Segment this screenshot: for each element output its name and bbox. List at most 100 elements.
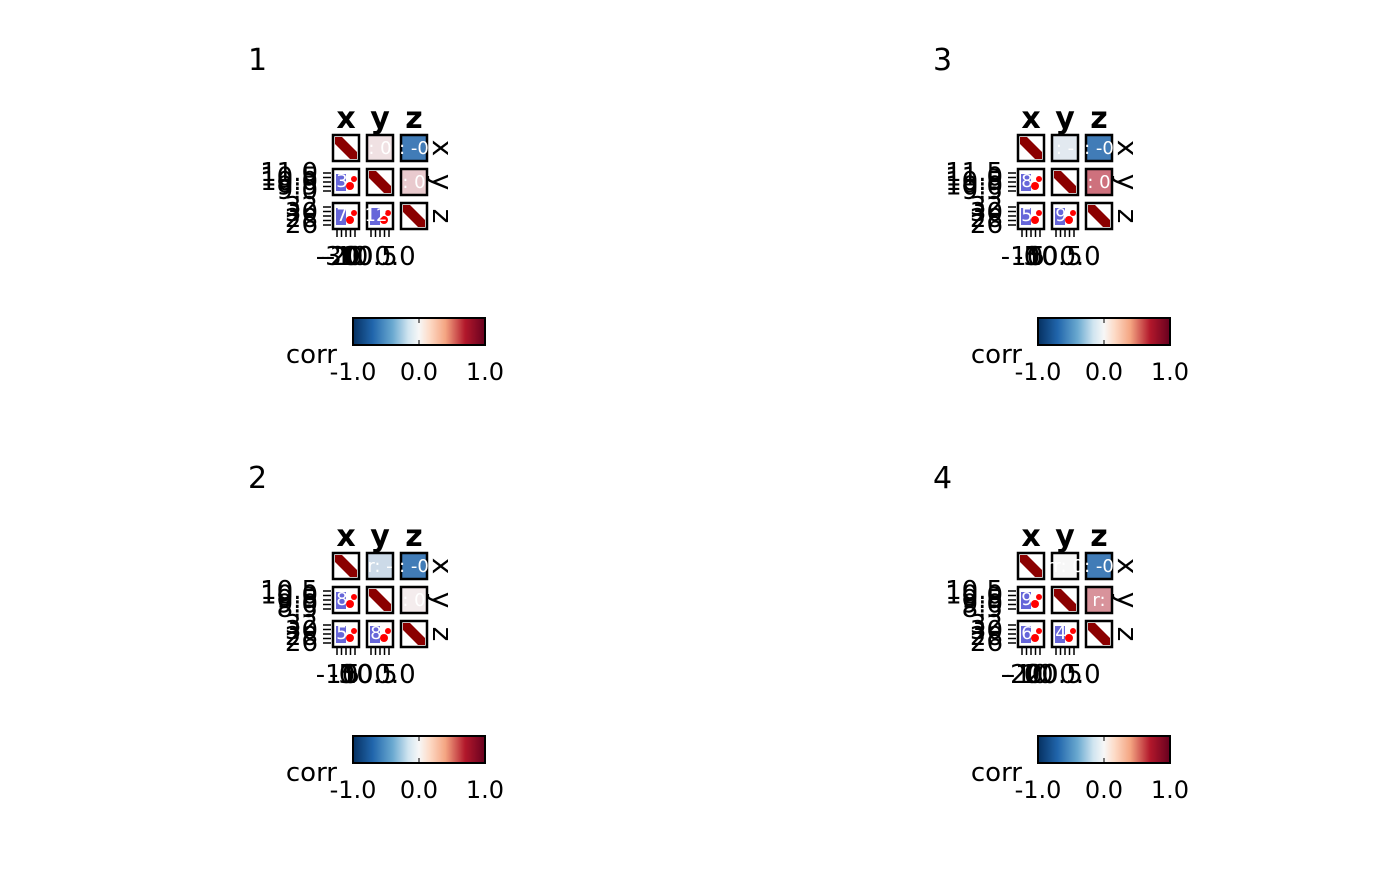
column-label-x: x [336,519,355,554]
row-label-y: y [1111,592,1144,609]
diagonal-stripe [369,171,391,193]
diagonal-stripe [1020,555,1042,577]
scatter-density [370,208,380,225]
column-label-y: y [370,101,390,136]
y-tick-label: 26 [970,210,1003,240]
y-tick-label: 11.0 [260,158,318,188]
legend-tick-label: 0.0 [1085,358,1123,386]
y-tick-label: 10.5 [945,167,1003,197]
y-tick-label: 9.0 [277,176,318,206]
column-label-y: y [370,519,390,554]
column-label-z: z [405,101,422,136]
scatter-point [1036,210,1042,216]
corr-cell-text: : 0 [1087,172,1110,193]
y-tick-label: 10.5 [260,163,318,193]
scatter-point [1036,628,1042,634]
y-tick-label: 11.5 [945,158,1003,188]
legend-tick-label: 0.0 [400,358,438,386]
corr-cell [399,585,429,615]
x-tick-label: 0 [344,242,361,272]
y-tick-label: 10.5 [945,576,1003,606]
diagonal-stripe [403,205,425,227]
scatter-point [385,210,391,216]
legend-tick-label: 1.0 [1151,358,1189,386]
row-label-y: y [426,174,459,191]
x-tick-label: 5 [1029,242,1046,272]
diagonal-stripe [1088,623,1110,645]
x-tick-label: 0 [1024,660,1041,690]
row-label-z: z [1111,627,1144,642]
scatter-point [385,628,391,634]
panel-3: 3x y zxyz11.511.010.510.09.532302826-10-50… [933,43,1189,386]
diagonal-stripe [1088,205,1110,227]
diagonal-stripe [335,137,357,159]
scatter-point [1036,176,1042,182]
column-label-x: x [1021,519,1040,554]
legend-tick-label: 0.0 [400,776,438,804]
scatter-point [1031,182,1039,190]
column-label-x: x [336,101,355,136]
corr-cell-text: : 0 [402,172,425,193]
legend-tick-label: -1.0 [1015,358,1062,386]
x-tick-label: -10 [1001,242,1043,272]
corr-cell-text: : -0 [1084,138,1114,159]
corr-cell-text: r: - [367,556,392,577]
y-tick-label: 9.0 [277,590,318,620]
x-tick-label: -5 [329,660,355,690]
scatter-point [346,182,354,190]
scatter-cell-text: 8 [1021,171,1032,192]
corr-cell [1084,133,1114,163]
panel-2: 2x y zxyz10.510.09.59.08.532302826-10-5051… [248,461,504,804]
row-label-x: x [1111,558,1144,575]
scatter-density [1021,174,1031,191]
x-tick-label: 0 [1024,242,1041,272]
x-tick-label: -20 [321,242,363,272]
x-tick-label: 10 [1025,242,1058,272]
corr-cell-text: : - [1056,138,1074,159]
y-tick-label: 30 [285,198,318,228]
x-tick-label: 0.0 [1059,242,1100,272]
scatter-point [351,176,357,182]
corr-cell [1084,551,1114,581]
x-tick-label: 0.0 [374,242,415,272]
diagonal-stripe [1054,589,1076,611]
scatter-point [1036,594,1042,600]
x-tick-label: -30 [316,242,358,272]
row-label-x: x [426,558,459,575]
corr-cell [1084,167,1114,197]
scatter-cell-text: 7 [336,205,347,226]
y-tick-label: 32 [970,610,1003,640]
scatter-cell-text: 4 [1055,623,1066,644]
scatter-density [1055,208,1065,225]
x-tick-label: 10 [340,660,373,690]
corr-cell [399,551,429,581]
legend-tick-label: -1.0 [330,776,377,804]
x-tick-label: -10 [316,660,358,690]
y-tick-label: 30 [970,198,1003,228]
corr-cell [1050,133,1080,163]
corr-cell [1050,551,1080,581]
scatter-point [346,634,354,642]
scatter-cell-text: 12 [365,205,388,226]
column-label-y: y [1055,519,1075,554]
legend-tick-label: 1.0 [466,358,504,386]
row-label-z: z [426,627,459,642]
legend-tick-label: 1.0 [466,776,504,804]
y-tick-label: 10.0 [260,167,318,197]
scatter-density [1021,208,1031,225]
y-tick-label: 26 [970,628,1003,658]
row-label-y: y [426,592,459,609]
x-tick-label: 0 [339,660,356,690]
legend-tick-label: -1.0 [330,358,377,386]
y-tick-label: 10.5 [260,576,318,606]
scatter-point [1070,628,1076,634]
y-tick-label: 32 [970,192,1003,222]
scatter-point [1031,634,1039,642]
scatter-point [351,628,357,634]
x-tick-label: -5 [1014,242,1040,272]
corr-cell-text: : -0 [1084,556,1114,577]
x-tick-label: -10 [1006,660,1048,690]
scatter-cell-text: 3 [336,171,347,192]
panel-title: 3 [933,43,952,78]
x-tick-label: 0.5 [1041,242,1082,272]
